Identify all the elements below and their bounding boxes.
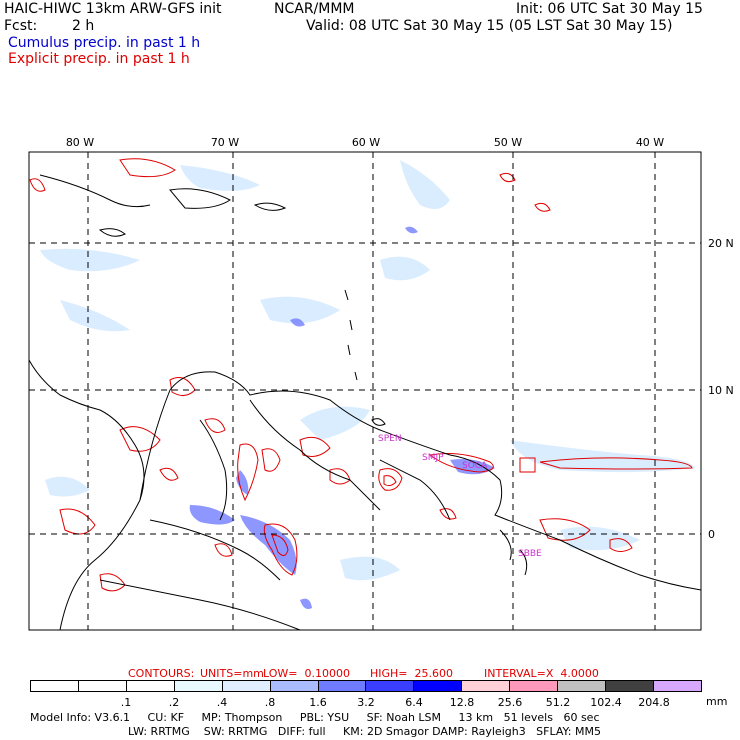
footer-physics-info: LW: RRTMG SW: RRTMG DIFF: full KM: 2D Sm… (128, 725, 601, 738)
legend-tick-label: 102.4 (590, 696, 622, 709)
explicit-contours (29, 158, 693, 592)
legend-tick-label: 12.8 (449, 696, 475, 709)
contours-interval: INTERVAL=X 4.0000 (484, 667, 599, 680)
legend-unit: mm (706, 695, 728, 708)
cumulus-legend: Cumulus precip. in past 1 h (8, 35, 201, 51)
model-title: HAIC-HIWC 13km ARW-GFS init (4, 1, 222, 17)
contours-high: HIGH= 25.600 (370, 667, 454, 680)
legend-tick-label: 204.8 (638, 696, 670, 709)
legend-swatch (126, 681, 175, 691)
legend-swatch (318, 681, 367, 691)
legend-tick-label: .2 (168, 696, 180, 709)
lat-label-0: 0 (708, 528, 715, 541)
legend-tick-label: .1 (120, 696, 132, 709)
legend-swatch (462, 681, 511, 691)
legend-swatch (558, 681, 607, 691)
legend-tick-label: 25.6 (497, 696, 523, 709)
lat-label-10n: 10 N (708, 384, 734, 397)
cumulus-light-areas (40, 160, 695, 581)
contours-units: UNITS=mm (200, 667, 264, 680)
contours-label: CONTOURS: (128, 667, 195, 680)
legend-colorbar (30, 680, 702, 692)
fcst-label: Fcst: (4, 18, 38, 34)
lon-label-40w: 40 W (636, 136, 664, 149)
legend-swatch (222, 681, 271, 691)
lon-label-60w: 60 W (352, 136, 380, 149)
lat-label-20n: 20 N (708, 237, 734, 250)
explicit-legend: Explicit precip. in past 1 h (8, 51, 190, 67)
lon-label-80w: 80 W (66, 136, 94, 149)
legend-tick-label: .4 (216, 696, 228, 709)
legend-swatch (78, 681, 127, 691)
station-spen: SPEN (378, 434, 402, 444)
legend-tick-label: .8 (264, 696, 276, 709)
legend-swatch (270, 681, 319, 691)
legend-tick-label: 1.6 (309, 696, 327, 709)
station-soca: SOCA (462, 461, 488, 471)
contours-low: LOW= 0.10000 (263, 667, 350, 680)
org-label: NCAR/MMM (274, 1, 355, 17)
legend-swatch (510, 681, 559, 691)
legend-tick-label: 6.4 (405, 696, 423, 709)
graticule (29, 152, 701, 630)
valid-time: Valid: 08 UTC Sat 30 May 15 (05 LST Sat … (306, 18, 673, 34)
legend-tick-label: 51.2 (545, 696, 571, 709)
legend-tick-label: 3.2 (357, 696, 375, 709)
cumulus-heavy-areas (189, 226, 495, 609)
station-smjp: SMJP (422, 453, 444, 463)
legend-swatch (414, 681, 463, 691)
legend-swatch (174, 681, 223, 691)
station-sbbe: SBBE (518, 549, 542, 559)
lon-label-70w: 70 W (211, 136, 239, 149)
map-frame (28, 151, 702, 631)
footer-model-info: Model Info: V3.6.1 CU: KF MP: Thompson P… (30, 711, 600, 724)
legend-swatch (31, 681, 79, 691)
legend-swatch (366, 681, 415, 691)
legend-swatch (606, 681, 654, 691)
legend-swatch (653, 681, 701, 691)
fcst-value: 2 h (72, 18, 95, 34)
lon-label-50w: 50 W (494, 136, 522, 149)
coastlines (28, 174, 702, 631)
init-time: Init: 06 UTC Sat 30 May 15 (516, 1, 703, 17)
